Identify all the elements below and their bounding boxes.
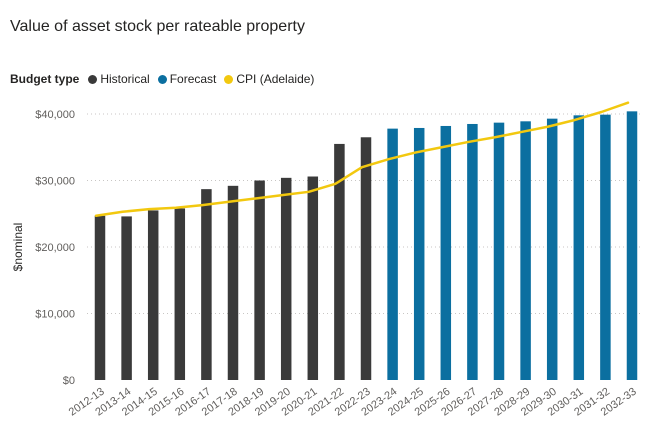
legend-label-forecast: Forecast — [169, 72, 217, 86]
bar-forecast — [546, 118, 558, 380]
bar-historical — [360, 137, 372, 380]
legend-item-historical[interactable]: Historical — [88, 72, 150, 86]
bar-forecast — [413, 127, 425, 380]
bar-forecast — [626, 111, 638, 380]
bar-forecast — [600, 114, 611, 380]
bar-forecast — [467, 123, 478, 380]
bar-historical — [227, 185, 239, 380]
bar-forecast — [493, 122, 505, 381]
bar-forecast — [573, 115, 585, 380]
y-tick-label: $30,000 — [35, 176, 75, 188]
legend-item-cpi[interactable]: CPI (Adelaide) — [224, 72, 314, 86]
legend-item-forecast[interactable]: Forecast — [157, 72, 217, 86]
y-tick-label: $10,000 — [35, 309, 75, 321]
legend-label-historical: Historical — [100, 72, 150, 86]
bar-forecast — [387, 128, 398, 380]
legend: Budget type Historical Forecast CPI (Ade… — [10, 72, 322, 86]
legend-dot-forecast — [157, 74, 167, 84]
bar-historical — [121, 216, 132, 380]
legend-dot-historical — [88, 74, 98, 84]
bar-forecast — [520, 121, 531, 380]
line-cpi-adelaide- — [94, 101, 630, 217]
y-axis-title: $nominal — [11, 223, 25, 272]
legend-title: Budget type — [10, 72, 80, 86]
legend-dot-cpi — [224, 74, 234, 84]
legend-label-cpi: CPI (Adelaide) — [236, 72, 315, 86]
y-tick-label: $0 — [63, 375, 75, 387]
bar-historical — [147, 210, 159, 380]
bar-historical — [174, 208, 186, 380]
bar-historical — [307, 176, 319, 380]
bar-historical — [201, 189, 212, 380]
bar-historical — [254, 180, 265, 380]
y-tick-label: $40,000 — [35, 109, 75, 121]
chart-title: Value of asset stock per rateable proper… — [10, 18, 305, 35]
bar-forecast — [440, 125, 452, 380]
bar-historical — [94, 215, 106, 380]
bar-historical — [334, 143, 345, 380]
y-tick-label: $20,000 — [35, 242, 75, 254]
bar-historical — [280, 177, 292, 380]
